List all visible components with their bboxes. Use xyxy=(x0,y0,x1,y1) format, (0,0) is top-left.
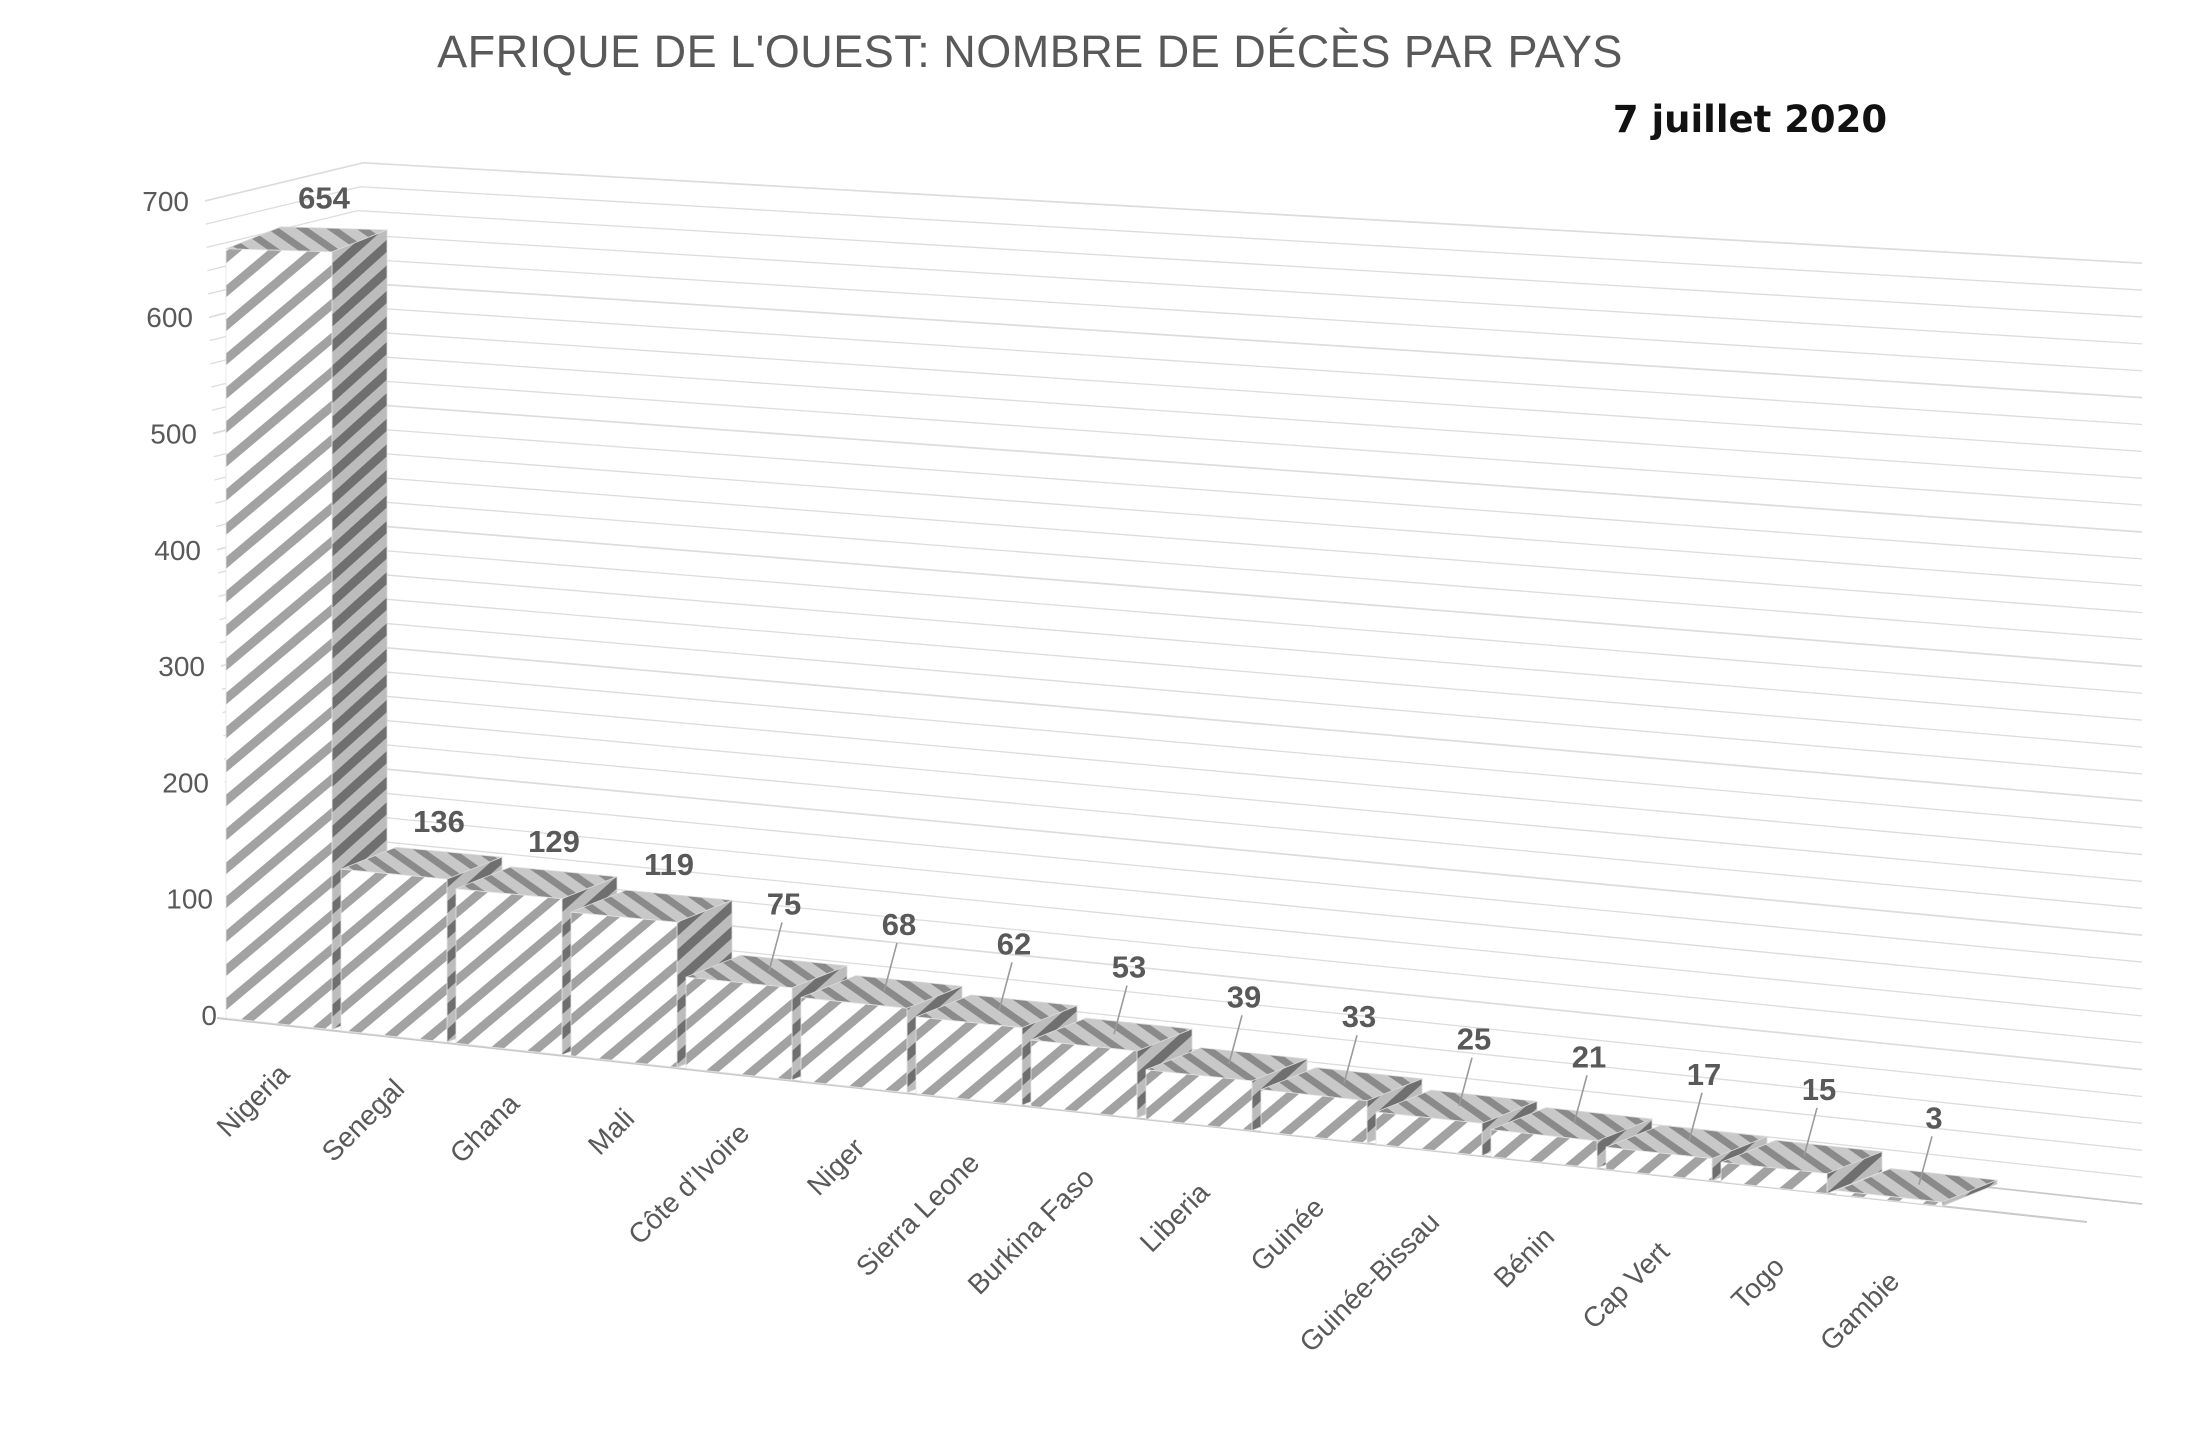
y-tick-200: 200 xyxy=(162,767,209,798)
y-tick-700: 700 xyxy=(142,186,189,217)
gridline xyxy=(221,664,2143,829)
gridline xyxy=(216,520,2143,668)
y-axis-tick-labels: 0 100 200 300 400 500 600 700 xyxy=(142,186,217,1031)
category-label-cote-d-ivoire: Côte d’Ivoire xyxy=(622,1117,755,1250)
gridline xyxy=(208,257,2143,372)
category-label-sierra-leone: Sierra Leone xyxy=(850,1147,985,1282)
y-tick-0: 0 xyxy=(201,1000,217,1031)
value-label-benin: 21 xyxy=(1572,1039,1606,1074)
category-label-ghana: Ghana xyxy=(444,1087,526,1169)
value-label-niger: 68 xyxy=(882,907,916,942)
leader-cap-vert xyxy=(1688,1092,1703,1142)
gridline xyxy=(212,401,2143,533)
bar-gambie xyxy=(1835,1168,1998,1207)
gridline xyxy=(206,209,2143,318)
gridline xyxy=(207,233,2143,345)
leader-guinee xyxy=(1343,1034,1358,1084)
y-tick-400: 400 xyxy=(154,535,201,566)
y-tick-100: 100 xyxy=(166,884,213,915)
leader-togo xyxy=(1803,1107,1818,1157)
gridline xyxy=(218,568,2143,721)
value-label-guinee: 33 xyxy=(1342,999,1376,1034)
value-label-senegal: 136 xyxy=(413,804,465,839)
bar-ghana-front-face xyxy=(455,888,563,1056)
category-label-togo: Togo xyxy=(1725,1251,1790,1316)
gridline xyxy=(212,377,2143,506)
leader-burkina-faso xyxy=(1113,985,1128,1035)
bar-mali-front-face xyxy=(570,911,678,1068)
bar-guinee-front-face xyxy=(1260,1089,1368,1144)
leader-guinee-bissau xyxy=(1458,1057,1473,1107)
value-label-guinee-bissau: 25 xyxy=(1457,1022,1491,1057)
bar-benin-front-face xyxy=(1490,1129,1598,1169)
value-label-liberia: 39 xyxy=(1227,979,1261,1014)
value-label-togo: 15 xyxy=(1802,1072,1836,1107)
gridline xyxy=(216,497,2143,641)
gridline xyxy=(214,449,2143,587)
chart-subtitle: 7 juillet 2020 xyxy=(1612,98,1888,141)
bar-togo xyxy=(1720,1139,1883,1195)
category-label-burkina-faso: Burkina Faso xyxy=(962,1162,1101,1301)
bar-cote-d-ivoire-front-face xyxy=(685,976,793,1081)
value-label-cap-vert: 17 xyxy=(1687,1057,1721,1092)
bar-sierra-leone-front-face xyxy=(915,1016,1023,1106)
value-label-gambie: 3 xyxy=(1925,1100,1942,1135)
category-label-guinee: Guinée xyxy=(1244,1191,1330,1277)
gridline xyxy=(223,712,2143,883)
bar-gambie-front-face xyxy=(1835,1190,1943,1207)
value-label-sierra-leone: 62 xyxy=(997,926,1031,961)
category-label-cap-vert: Cap Vert xyxy=(1576,1236,1675,1335)
bars xyxy=(225,226,1998,1207)
leader-benin xyxy=(1573,1075,1588,1124)
y-tick-600: 600 xyxy=(146,302,193,333)
gridline xyxy=(210,329,2143,453)
chart-title: AFRIQUE DE L'OUEST: NOMBRE DE DÉCÈS PAR … xyxy=(437,26,1623,77)
gridline xyxy=(217,544,2143,694)
category-label-niger: Niger xyxy=(801,1132,870,1201)
value-labels: 654 136 129 119 75 68 62 53 39 33 25 21 17 15 3 xyxy=(298,180,1942,1135)
gridline xyxy=(211,353,2143,479)
leader-cote-d-ivoire xyxy=(768,922,783,972)
bar-senegal-front-face xyxy=(340,868,448,1043)
bar-guinee-bissau-front-face xyxy=(1375,1111,1483,1157)
value-label-cote-d-ivoire: 75 xyxy=(767,886,801,921)
bar-burkina-faso-front-face xyxy=(1030,1039,1138,1119)
category-label-mali: Mali xyxy=(582,1103,640,1161)
y-tick-500: 500 xyxy=(150,419,197,450)
gridline xyxy=(215,473,2143,614)
leader-gambie xyxy=(1918,1136,1933,1185)
bar-togo-front-face xyxy=(1720,1161,1828,1194)
leader-lines xyxy=(768,922,1933,1185)
bar-nigeria xyxy=(225,226,388,1031)
leader-niger xyxy=(883,942,898,992)
leader-sierra-leone xyxy=(998,962,1013,1012)
value-label-mali: 119 xyxy=(644,847,694,882)
value-label-burkina-faso: 53 xyxy=(1112,950,1146,985)
category-label-gambie: Gambie xyxy=(1814,1265,1905,1356)
category-label-liberia: Liberia xyxy=(1134,1176,1216,1258)
gridline xyxy=(205,186,2143,291)
value-label-ghana: 129 xyxy=(528,824,580,859)
bar-nigeria-front-face xyxy=(225,248,333,1031)
category-label-senegal: Senegal xyxy=(316,1073,411,1168)
category-label-benin: Bénin xyxy=(1488,1221,1561,1294)
bar-liberia-front-face xyxy=(1145,1069,1253,1131)
gridline xyxy=(220,640,2143,802)
category-label-nigeria: Nigeria xyxy=(211,1058,296,1143)
leader-liberia xyxy=(1228,1015,1243,1064)
bar-cap-vert-front-face xyxy=(1605,1146,1713,1182)
category-label-guinee-bissau: Guinée-Bissau xyxy=(1293,1206,1445,1358)
gridline xyxy=(204,161,2143,265)
bar-niger-front-face xyxy=(800,997,908,1094)
y-tick-300: 300 xyxy=(158,651,205,682)
value-label-nigeria: 654 xyxy=(298,180,350,215)
